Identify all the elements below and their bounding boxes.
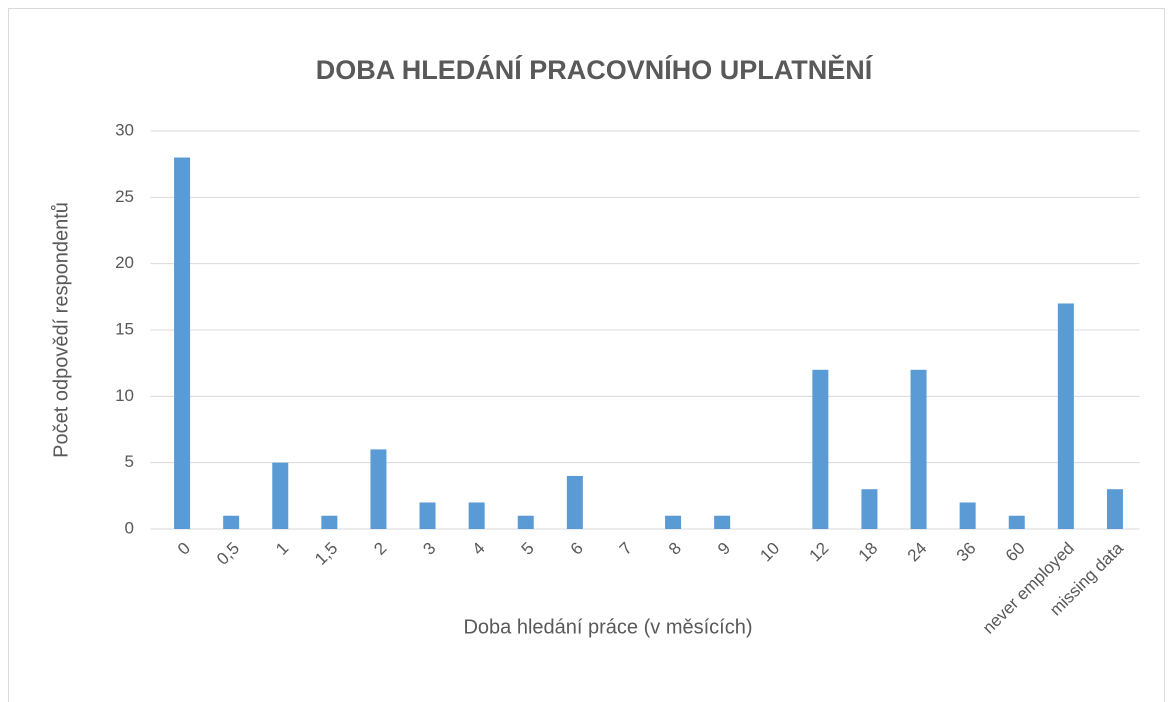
x-tick-label: 10 [756,539,783,566]
bar [959,502,976,529]
x-tick-label: 24 [904,539,931,566]
bar [468,502,485,529]
x-tick-label: 1 [272,539,292,559]
y-tick-label: 5 [125,452,134,471]
chart-border [8,8,1165,702]
x-tick-label: 18 [855,539,882,566]
x-tick-label: 4 [469,539,489,559]
x-axis-title: Doba hledání práce (v měsících) [463,616,752,638]
x-tick-label: 5 [518,539,538,559]
x-tick-label: 60 [1002,539,1029,566]
y-tick-label: 25 [115,187,134,206]
x-tick-label: 2 [370,539,390,559]
bar [1057,303,1074,529]
y-tick-label: 30 [115,120,134,139]
bar [174,157,191,530]
x-tick-label: 0 [174,539,194,559]
chart-title: DOBA HLEDÁNÍ PRACOVNÍHO UPLATNĚNÍ [316,54,874,85]
bar [1106,489,1123,529]
bar [665,515,682,529]
y-axis-title: Počet odpovědí respondentů [50,202,72,458]
bar [321,515,338,529]
y-tick-label: 15 [115,319,134,338]
bar [223,515,240,529]
bar [714,515,731,529]
x-tick-label: 1,5 [311,539,341,569]
x-tick-label: 6 [567,539,587,559]
y-tick-label: 20 [115,253,134,272]
bar [370,449,387,529]
bar [517,515,534,529]
x-tick-label: 8 [665,539,685,559]
bar [419,502,436,529]
x-tick-label: 7 [616,539,636,559]
bar [861,489,878,529]
bar [812,369,829,529]
bar [910,369,927,529]
x-tick-label: 12 [806,539,833,566]
y-tick-label: 0 [125,518,134,537]
bar [566,475,583,529]
x-tick-label: 3 [419,539,439,559]
bar [272,462,289,529]
x-tick-label: 36 [953,539,980,566]
x-tick-label: 9 [714,539,734,559]
x-tick-label: 0,5 [213,539,243,569]
bar [1008,515,1025,529]
y-tick-label: 10 [115,386,134,405]
